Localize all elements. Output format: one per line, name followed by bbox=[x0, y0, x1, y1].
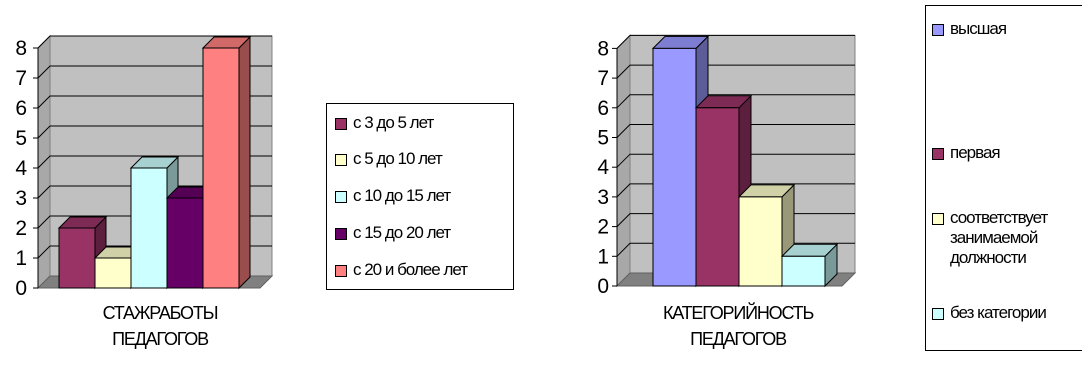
chart1-legend-item: с 20 и более лет bbox=[335, 260, 468, 280]
chart1-y-tick-label: 7 bbox=[15, 67, 27, 90]
chart2-y-tick-label: 2 bbox=[597, 216, 609, 239]
legend-label: первая bbox=[950, 143, 1001, 162]
chart2-bar bbox=[652, 47, 697, 287]
legend-swatch bbox=[932, 24, 944, 36]
chart1-y-tick-label: 8 bbox=[15, 37, 27, 60]
legend-label-line: соответствует bbox=[950, 208, 1048, 227]
legend-label: с 5 до 10 лет bbox=[353, 149, 443, 168]
chart2-y-tick-label: 6 bbox=[597, 97, 609, 120]
legend-label: с 3 до 5 лет bbox=[353, 113, 434, 132]
chart2-x-category-line2: ПЕДАГОГОВ bbox=[690, 329, 787, 349]
chart1-bar bbox=[130, 167, 168, 289]
chart1-y-tick-label: 1 bbox=[15, 247, 27, 270]
chart1-gridline bbox=[37, 35, 272, 49]
chart2-legend: высшая первая соответствует занимаемой д… bbox=[925, 5, 1082, 351]
legend-swatch bbox=[932, 308, 944, 320]
chart1-y-tick-label: 6 bbox=[15, 97, 27, 120]
chart1-bar bbox=[94, 257, 132, 289]
chart1-legend-item: с 5 до 10 лет bbox=[335, 149, 443, 169]
chart1-gridline bbox=[37, 125, 272, 139]
chart1-x-category: СТАЖРАБОТЫ ПЕДАГОГОВ bbox=[40, 300, 280, 352]
chart1-legend-item: с 15 до 20 лет bbox=[335, 223, 451, 243]
legend-swatch bbox=[335, 118, 347, 130]
legend-swatch bbox=[932, 148, 944, 160]
chart2-gridline bbox=[616, 124, 855, 138]
legend-label: без категории bbox=[950, 303, 1047, 322]
legend-label: соответствует занимаемой должности bbox=[950, 208, 1048, 268]
chart1-legend-item: с 3 до 5 лет bbox=[335, 113, 434, 133]
legend-swatch bbox=[335, 191, 347, 203]
chart2-x-category-line1: КАТЕГОРИЙНОСТЬ bbox=[662, 303, 814, 323]
legend-label: с 10 до 15 лет bbox=[353, 186, 451, 205]
chart2-y-tick-label: 7 bbox=[597, 67, 609, 90]
chart1-legend: с 3 до 5 лет с 5 до 10 лет с 10 до 15 ле… bbox=[326, 103, 514, 290]
chart1-y-tick-label: 5 bbox=[15, 127, 27, 150]
chart2-legend-item: без категории bbox=[932, 303, 1047, 323]
chart2-bar bbox=[738, 196, 783, 287]
chart1-bar bbox=[166, 197, 204, 289]
chart2-y-tick-label: 3 bbox=[597, 186, 609, 209]
chart1-gridline bbox=[37, 65, 272, 79]
chart2-gridline bbox=[616, 94, 855, 109]
chart1-y-tick-label: 3 bbox=[15, 187, 27, 210]
chart2-bar bbox=[781, 255, 826, 287]
chart2-y-tick-label: 5 bbox=[597, 127, 609, 150]
chart2-gridline bbox=[616, 183, 855, 198]
chart2-bar bbox=[695, 107, 740, 287]
chart2-y-tick-label: 4 bbox=[597, 156, 609, 179]
legend-label: высшая bbox=[950, 19, 1007, 38]
legend-label-line: занимаемой bbox=[950, 228, 1038, 247]
chart2-x-category: КАТЕГОРИЙНОСТЬ ПЕДАГОГОВ bbox=[618, 300, 858, 352]
chart1-y-tick-label: 0 bbox=[15, 277, 27, 300]
chart1-y-tick-label: 4 bbox=[15, 157, 27, 180]
chart1-legend-item: с 10 до 15 лет bbox=[335, 186, 451, 206]
legend-swatch bbox=[335, 265, 347, 277]
chart2-legend-item: высшая bbox=[932, 19, 1007, 39]
chart1-bar bbox=[202, 47, 240, 289]
chart1-gridline bbox=[37, 185, 272, 199]
chart2-gridline bbox=[616, 34, 855, 49]
legend-swatch bbox=[335, 228, 347, 240]
chart2-legend-item: соответствует занимаемой должности bbox=[932, 208, 1048, 268]
chart1-bar bbox=[58, 227, 96, 289]
chart2-gridline bbox=[616, 153, 855, 168]
chart1-y-tick-label: 2 bbox=[15, 217, 27, 240]
legend-swatch bbox=[335, 154, 347, 166]
legend-label: с 20 и более лет bbox=[353, 260, 468, 279]
chart2-y-tick-label: 8 bbox=[597, 37, 609, 60]
chart2-gridline bbox=[616, 64, 855, 79]
chart2-y-tick-label: 0 bbox=[597, 275, 609, 298]
chart1-gridline bbox=[37, 95, 272, 109]
chart2-y-tick-label: 1 bbox=[597, 245, 609, 268]
legend-label: с 15 до 20 лет bbox=[353, 223, 451, 242]
legend-label-line: должности bbox=[950, 248, 1027, 267]
chart2-legend-item: первая bbox=[932, 143, 1001, 163]
chart1-x-category-line2: ПЕДАГОГОВ bbox=[112, 329, 209, 349]
legend-swatch bbox=[932, 213, 944, 225]
chart1-x-category-line1: СТАЖРАБОТЫ bbox=[102, 303, 219, 323]
chart1-gridline bbox=[37, 155, 272, 169]
chart1-bar-side bbox=[238, 35, 251, 290]
